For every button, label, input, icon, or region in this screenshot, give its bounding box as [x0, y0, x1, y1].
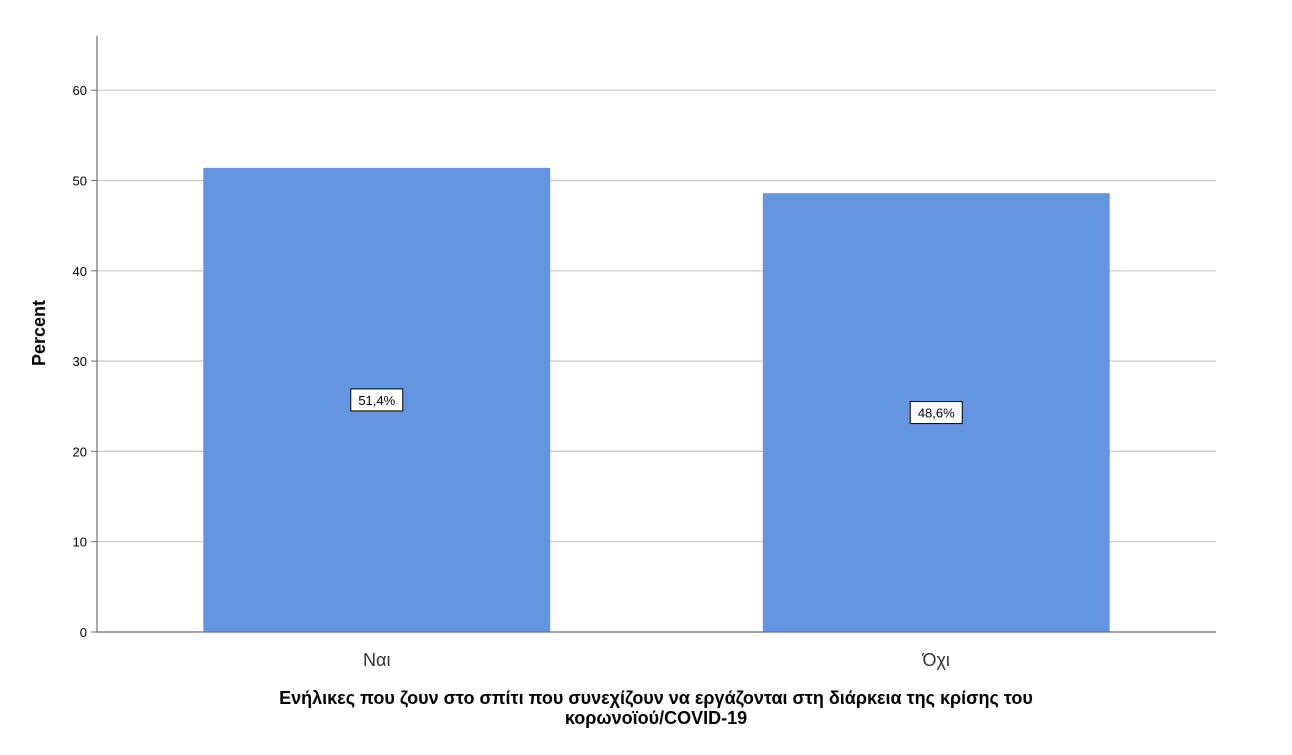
x-axis-title-line-2: κορωνοϊού/COVID-19: [565, 708, 747, 728]
y-tick-label: 50: [73, 173, 87, 188]
tick-labels: 0 10 20 30 40 50 60 Ναι Όχι: [73, 83, 950, 670]
data-label-box: [350, 388, 404, 412]
x-axis-title-line-1: Ενήλικες που ζουν στο σπίτι που συνεχίζο…: [279, 688, 1033, 709]
x-tick-label: Όχι: [922, 650, 950, 670]
x-tick-label: Ναι: [363, 650, 390, 670]
y-tick-label: 0: [80, 625, 87, 640]
axes: [91, 36, 1216, 633]
data-label: 48,6%: [918, 406, 955, 421]
y-tick-label: 60: [73, 83, 87, 98]
y-tick-label: 10: [73, 535, 87, 550]
data-label: 51,4%: [358, 393, 395, 408]
data-label-box: [909, 401, 963, 425]
y-axis-title: Percent: [29, 300, 49, 366]
y-tick-label: 40: [73, 264, 87, 279]
data-labels: 51,4% 48,6%: [350, 388, 963, 425]
y-tick-label: 20: [73, 444, 87, 459]
y-tick-label: 30: [73, 354, 87, 369]
bars: [203, 167, 1110, 633]
